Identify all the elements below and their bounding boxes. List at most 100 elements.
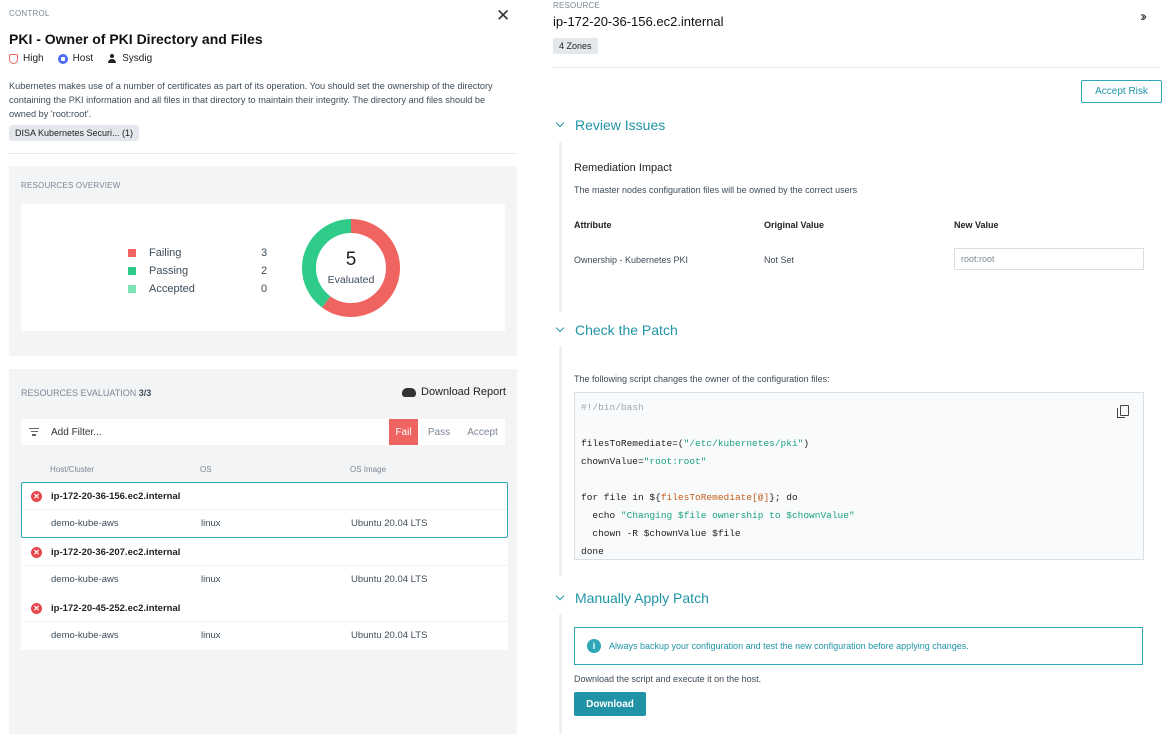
- fail-icon: ✕: [31, 490, 42, 502]
- header-attribute: Attribute: [574, 220, 612, 230]
- review-issues-heading: Review Issues: [575, 117, 666, 133]
- header-new: New Value: [954, 220, 999, 230]
- info-text: Always backup your configuration and tes…: [609, 641, 969, 651]
- info-banner: i Always backup your configuration and t…: [574, 627, 1143, 665]
- user-icon: [107, 53, 117, 64]
- table-row[interactable]: ✕ ip-172-20-36-207.ec2.internal demo-kub…: [21, 538, 508, 594]
- review-issues-toggle[interactable]: Review Issues: [555, 117, 666, 133]
- table-row[interactable]: ✕ ip-172-20-36-156.ec2.internal demo-kub…: [21, 482, 508, 538]
- legend-passing: Passing 2: [128, 262, 275, 280]
- policy-tag[interactable]: DISA Kubernetes Securi... (1): [9, 125, 140, 141]
- code-line: chownValue="root:root": [581, 455, 1137, 473]
- resource-title: ip-172-20-36-156.ec2.internal: [553, 14, 724, 29]
- failing-swatch: [128, 249, 136, 257]
- author-label: Sysdig: [122, 53, 153, 64]
- evaluation-count: 3/3: [138, 388, 152, 398]
- control-meta: High Host Sysdig: [9, 53, 152, 64]
- code-line: filesToRemediate=("/etc/kubernetes/pki"): [581, 437, 1137, 455]
- code-token: echo: [581, 510, 621, 521]
- code-string: "root:root": [643, 456, 707, 467]
- row-host: ip-172-20-36-207.ec2.internal: [51, 546, 181, 558]
- header-original: Original Value: [764, 220, 825, 230]
- row-cluster: demo-kube-aws: [51, 518, 119, 529]
- code-token: }; do: [769, 492, 798, 503]
- download-script-button[interactable]: Download: [574, 692, 646, 716]
- legend-count: 0: [261, 283, 268, 295]
- chevron-down-icon: [555, 323, 565, 333]
- cloud-download-icon: [402, 387, 416, 397]
- patch-description: The following script changes the owner o…: [574, 374, 830, 384]
- copy-icon[interactable]: [1117, 405, 1129, 418]
- chevron-down-icon: [555, 118, 565, 128]
- section-rail: [559, 346, 562, 576]
- legend-label: Failing: [149, 247, 182, 259]
- control-label: CONTROL: [9, 9, 50, 18]
- filter-icon[interactable]: [29, 428, 39, 438]
- row-header: ✕ ip-172-20-45-252.ec2.internal: [22, 595, 507, 622]
- host-icon: [57, 53, 68, 64]
- check-patch-heading: Check the Patch: [575, 322, 678, 338]
- donut-label: Evaluated: [328, 274, 375, 286]
- row-details: demo-kube-aws linux Ubuntu 20.04 LTS: [22, 510, 507, 537]
- new-value-input[interactable]: [954, 248, 1144, 270]
- evaluation-donut: 5 Evaluated: [302, 219, 400, 317]
- close-icon[interactable]: ✕: [496, 6, 511, 25]
- shield-icon: [9, 53, 18, 64]
- column-host[interactable]: Host/Cluster: [50, 465, 95, 474]
- code-token: ): [803, 438, 810, 449]
- fail-icon: ✕: [31, 546, 42, 558]
- overview-card: Failing 3 Passing 2 Accepted 0 5 Evaluat…: [21, 204, 505, 331]
- patch-script[interactable]: #!/bin/bash filesToRemediate=("/etc/kube…: [574, 392, 1144, 560]
- code-line: #!/bin/bash: [581, 402, 644, 413]
- severity-label: High: [23, 53, 44, 64]
- apply-description: Download the script and execute it on th…: [574, 674, 762, 684]
- apply-patch-toggle[interactable]: Manually Apply Patch: [555, 590, 709, 606]
- filter-accept-button[interactable]: Accept: [460, 419, 505, 445]
- zones-badge: 4 Zones: [553, 38, 598, 54]
- resources-overview: RESOURCES OVERVIEW Failing 3 Passing 2 A…: [9, 166, 517, 356]
- legend-count: 3: [261, 247, 268, 259]
- evaluation-title: RESOURCES EVALUATION 3/3: [21, 388, 151, 398]
- control-panel: CONTROL ✕ PKI - Owner of PKI Directory a…: [0, 0, 527, 734]
- download-report-button[interactable]: Download Report: [402, 386, 506, 398]
- legend-label: Accepted: [149, 283, 195, 295]
- column-image[interactable]: OS Image: [350, 465, 387, 474]
- divider: [9, 153, 517, 154]
- evaluation-title-text: RESOURCES EVALUATION: [21, 388, 137, 398]
- target-label: Host: [72, 53, 94, 64]
- divider: [553, 67, 1160, 68]
- row-details: demo-kube-aws linux Ubuntu 20.04 LTS: [22, 566, 507, 593]
- code-token: chownValue=: [581, 456, 644, 467]
- original-value: Not Set: [764, 255, 795, 265]
- row-image: Ubuntu 20.04 LTS: [351, 630, 428, 641]
- accept-risk-button[interactable]: Accept Risk: [1081, 80, 1162, 103]
- filter-input[interactable]: [51, 422, 381, 442]
- check-patch-toggle[interactable]: Check the Patch: [555, 322, 678, 338]
- row-cluster: demo-kube-aws: [51, 630, 119, 641]
- table-row[interactable]: ✕ ip-172-20-45-252.ec2.internal demo-kub…: [21, 594, 508, 650]
- legend-count: 2: [261, 265, 268, 277]
- row-host: ip-172-20-36-156.ec2.internal: [51, 490, 181, 502]
- author-badge: Sysdig: [107, 53, 152, 64]
- filter-pass-button[interactable]: Pass: [421, 419, 457, 445]
- resource-label: RESOURCE: [553, 1, 600, 10]
- code-token: for file in ${: [581, 492, 661, 503]
- row-image: Ubuntu 20.04 LTS: [351, 574, 428, 585]
- row-details: demo-kube-aws linux Ubuntu 20.04 LTS: [22, 622, 507, 649]
- remediation-impact-desc: The master nodes configuration files wil…: [574, 185, 858, 195]
- collapse-panel-icon[interactable]: ››: [1140, 8, 1147, 25]
- info-icon: i: [587, 639, 601, 653]
- code-line: echo "Changing $file ownership to $chown…: [581, 509, 1137, 527]
- code-variable: filesToRemediate[@]: [660, 492, 770, 503]
- fail-icon: ✕: [31, 602, 42, 614]
- filter-fail-button[interactable]: Fail: [389, 419, 418, 445]
- overview-legend: Failing 3 Passing 2 Accepted 0: [128, 244, 275, 298]
- row-os: linux: [201, 630, 221, 641]
- row-os: linux: [201, 574, 221, 585]
- accepted-swatch: [128, 285, 136, 293]
- donut-passing-arc: [302, 219, 400, 317]
- column-os[interactable]: OS: [200, 465, 212, 474]
- resources-evaluation: RESOURCES EVALUATION 3/3 Download Report…: [9, 369, 517, 734]
- control-title: PKI - Owner of PKI Directory and Files: [9, 31, 263, 47]
- code-line: done: [581, 546, 604, 557]
